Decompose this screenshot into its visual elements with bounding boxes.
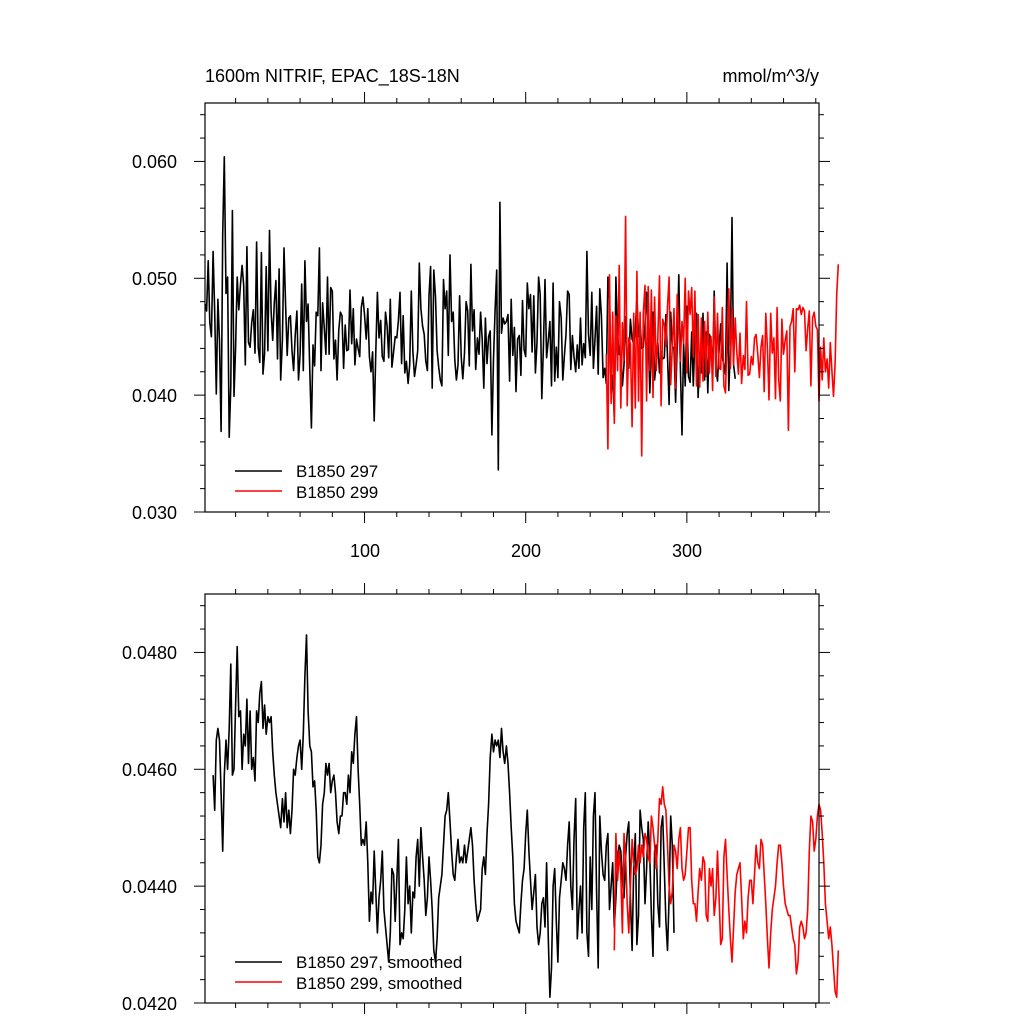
top-chart-title: 1600m NITRIF, EPAC_18S-18N — [205, 66, 460, 87]
top-y-tick-labels: 0.030 0.040 0.050 0.060 — [132, 152, 177, 523]
top-y-tick-label-3: 0.060 — [132, 152, 177, 172]
bottom-series-group — [212, 634, 840, 999]
top-x-tick-label-2: 300 — [672, 541, 702, 561]
top-y-tick-label-2: 0.050 — [132, 269, 177, 289]
top-series-line-0 — [204, 156, 736, 471]
bottom-plot-frame — [204, 593, 820, 1004]
top-panel: 1600m NITRIF, EPAC_18S-18N mmol/m^3/y 0.… — [132, 66, 840, 561]
top-series-line-1 — [605, 215, 840, 457]
top-legend: B1850 297 B1850 299 — [235, 462, 378, 502]
top-y-tick-label-0: 0.030 — [132, 503, 177, 523]
top-legend-label-1: B1850 299 — [296, 483, 378, 502]
bottom-y-tick-label-1: 0.0440 — [122, 877, 177, 897]
top-axis-ticks — [194, 92, 830, 523]
bottom-series-line-0 — [212, 634, 675, 999]
bottom-panel: 0.0420 0.0440 0.0460 0.0480 B1850 297, s… — [122, 583, 840, 1014]
top-plot-frame — [204, 102, 820, 513]
top-chart-units: mmol/m^3/y — [723, 66, 819, 86]
bottom-legend: B1850 297, smoothed B1850 299, smoothed — [235, 953, 462, 993]
top-legend-label-0: B1850 297 — [296, 462, 378, 481]
bottom-series-line-1 — [613, 785, 840, 999]
top-series-group — [204, 156, 840, 471]
bottom-axis-ticks — [194, 583, 830, 1014]
top-x-tick-label-0: 100 — [350, 541, 380, 561]
bottom-y-tick-labels: 0.0420 0.0440 0.0460 0.0480 — [122, 643, 177, 1014]
top-x-tick-labels: 100 200 300 — [350, 541, 702, 561]
bottom-y-tick-label-2: 0.0460 — [122, 760, 177, 780]
bottom-y-tick-label-3: 0.0480 — [122, 643, 177, 663]
bottom-legend-label-0: B1850 297, smoothed — [296, 953, 462, 972]
bottom-legend-label-1: B1850 299, smoothed — [296, 974, 462, 993]
bottom-y-tick-label-0: 0.0420 — [122, 994, 177, 1014]
top-y-tick-label-1: 0.040 — [132, 386, 177, 406]
top-x-tick-label-1: 200 — [511, 541, 541, 561]
